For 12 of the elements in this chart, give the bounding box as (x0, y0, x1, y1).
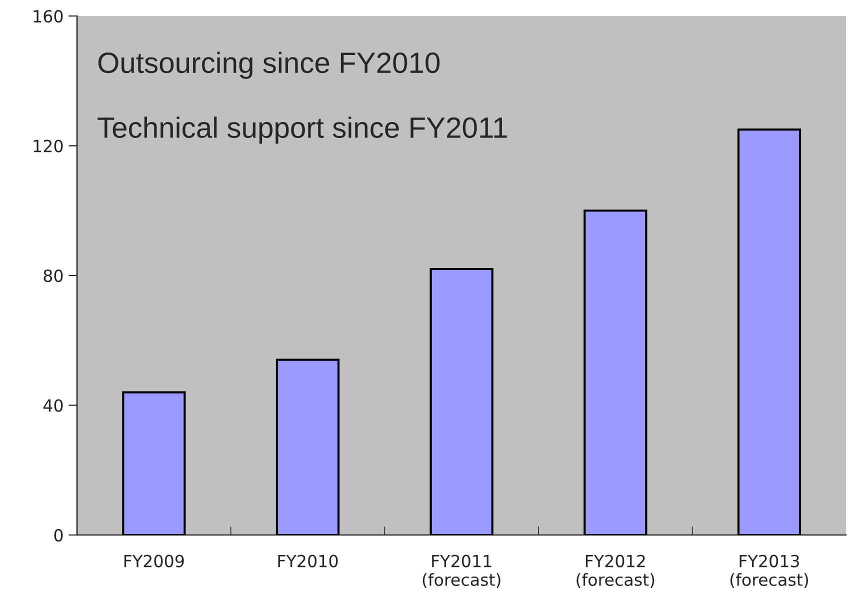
y-tick-label: 120 (34, 140, 63, 152)
x-tick-label: FY2013 (forecast) (730, 554, 808, 588)
x-tick-label: FY2011 (forecast) (422, 554, 500, 588)
x-tick-label: FY2009 (124, 554, 184, 568)
y-tick-label: 160 (34, 10, 63, 23)
y-tick-label: 40 (43, 399, 63, 412)
x-tick-label: FY2010 (278, 554, 338, 568)
y-tick-label: 0 (54, 528, 63, 542)
y-tick-label: 80 (44, 269, 63, 282)
annotation: Technical support since FY2011 (98, 116, 507, 144)
annotation: Outsourcing since FY2010 (98, 52, 440, 79)
x-tick-label: FY2012 (forecast) (576, 554, 654, 588)
